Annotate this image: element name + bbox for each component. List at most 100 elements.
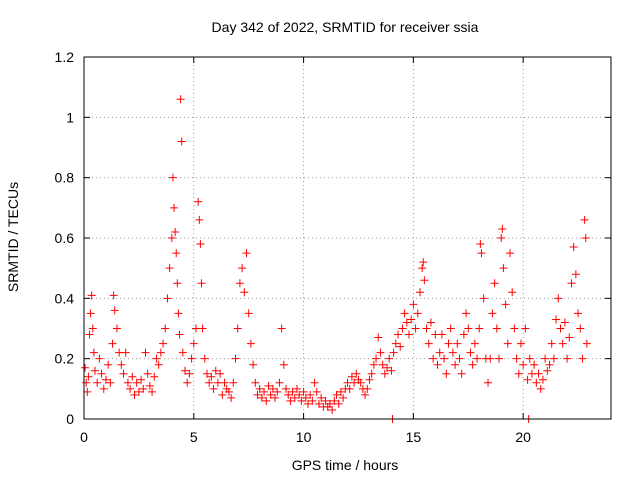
y-tick-label: 0 xyxy=(66,411,74,427)
data-point xyxy=(420,276,429,285)
data-point xyxy=(181,366,190,375)
data-point xyxy=(211,366,220,375)
data-point xyxy=(476,240,485,249)
data-point xyxy=(464,324,473,333)
data-point xyxy=(163,294,172,303)
data-point xyxy=(89,348,98,357)
data-point xyxy=(260,387,269,396)
data-point xyxy=(475,324,484,333)
data-point xyxy=(170,203,179,212)
data-point xyxy=(385,354,394,363)
x-tick-label: 15 xyxy=(406,429,422,445)
axis-ticks: 0 0.2 0.4 0.6 0.8 1 1.2 0 5 10 15 20 xyxy=(55,49,611,445)
data-point xyxy=(227,393,236,402)
data-point xyxy=(231,354,240,363)
data-point xyxy=(413,309,422,318)
data-point xyxy=(499,264,508,273)
data-point xyxy=(418,264,427,273)
data-point xyxy=(581,234,590,242)
data-point xyxy=(161,324,170,333)
data-point xyxy=(437,330,446,339)
data-point xyxy=(582,339,591,348)
data-point xyxy=(88,324,97,333)
chart-title: Day 342 of 2022, SRMTID for receiver ssi… xyxy=(212,19,479,35)
data-point xyxy=(455,354,464,363)
data-point xyxy=(497,234,506,242)
data-point xyxy=(530,360,539,369)
data-point xyxy=(205,378,214,387)
data-point xyxy=(498,224,507,233)
data-point xyxy=(292,384,301,393)
data-point xyxy=(202,369,211,378)
data-point xyxy=(565,333,574,342)
data-point xyxy=(367,369,376,378)
data-point xyxy=(512,354,521,363)
data-point xyxy=(134,387,143,396)
data-point xyxy=(264,381,273,390)
data-point xyxy=(150,372,159,381)
data-point xyxy=(334,399,343,408)
data-point xyxy=(459,330,468,339)
x-tick-label: 0 xyxy=(80,429,88,445)
data-point xyxy=(109,291,118,300)
data-point xyxy=(492,324,501,333)
data-point xyxy=(297,396,306,405)
data-point xyxy=(249,360,258,369)
data-point xyxy=(306,390,315,399)
data-point xyxy=(505,249,514,258)
data-point xyxy=(446,324,455,333)
data-point xyxy=(490,279,499,288)
data-point xyxy=(424,339,433,348)
data-point xyxy=(183,378,192,387)
data-point xyxy=(356,378,365,387)
data-point xyxy=(543,366,552,375)
y-tick-label: 1 xyxy=(66,109,74,125)
data-point xyxy=(576,324,585,333)
data-point xyxy=(488,309,497,318)
data-point xyxy=(330,396,339,405)
data-point xyxy=(503,339,512,348)
data-point xyxy=(177,137,186,146)
data-point xyxy=(240,288,249,297)
data-point xyxy=(253,390,262,399)
data-point xyxy=(541,354,550,363)
data-point xyxy=(407,315,416,324)
data-point xyxy=(433,360,442,369)
data-point xyxy=(286,396,295,405)
data-point xyxy=(257,393,266,402)
data-point xyxy=(369,360,378,369)
data-point xyxy=(220,378,229,387)
data-point xyxy=(194,197,203,206)
y-tick-label: 0.6 xyxy=(55,230,75,246)
data-point xyxy=(345,384,354,393)
data-point xyxy=(295,390,304,399)
data-point xyxy=(238,264,247,273)
data-point xyxy=(132,378,141,387)
data-point xyxy=(301,393,310,402)
data-point xyxy=(466,348,475,357)
data-point xyxy=(224,387,233,396)
data-point xyxy=(448,348,457,357)
data-point xyxy=(175,330,184,339)
data-point xyxy=(484,378,493,387)
data-point xyxy=(104,360,113,369)
data-point xyxy=(453,339,462,348)
data-point xyxy=(495,354,504,363)
data-point xyxy=(402,318,411,327)
data-point xyxy=(325,399,334,408)
data-point xyxy=(380,369,389,378)
data-point xyxy=(374,333,383,342)
data-point xyxy=(563,354,572,363)
data-point xyxy=(123,378,132,387)
data-point xyxy=(415,288,424,297)
data-point xyxy=(394,330,403,339)
data-point xyxy=(229,378,238,387)
data-point xyxy=(271,393,280,402)
data-point xyxy=(468,360,477,369)
data-point xyxy=(299,387,308,396)
data-point xyxy=(174,309,183,318)
data-point xyxy=(376,348,385,357)
data-point xyxy=(106,378,115,387)
data-point xyxy=(126,384,135,393)
data-point xyxy=(218,390,227,399)
